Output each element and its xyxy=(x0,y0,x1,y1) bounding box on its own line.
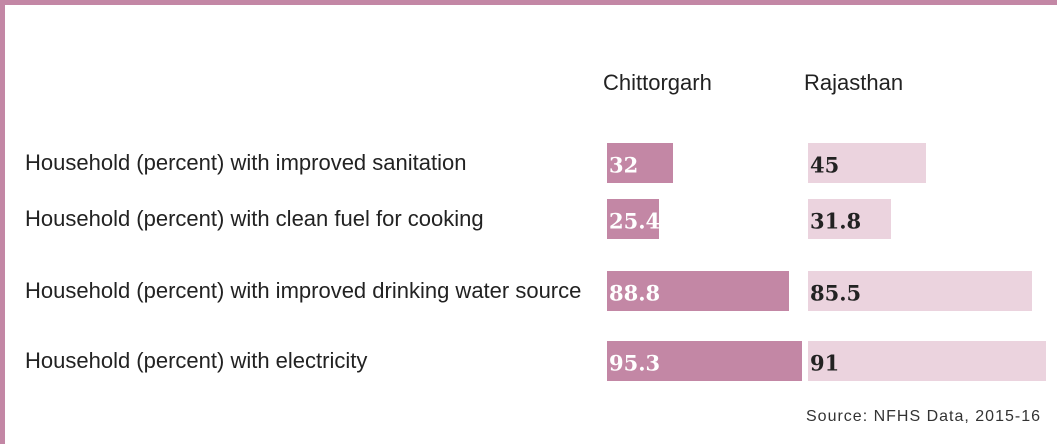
bar xyxy=(808,199,892,239)
category-label: Household (percent) with improved drinki… xyxy=(25,278,582,303)
value-label: 91 xyxy=(810,350,840,376)
value-label: 32 xyxy=(609,152,639,178)
bar xyxy=(808,271,1032,311)
value-label: 45 xyxy=(810,152,840,178)
bar xyxy=(808,143,926,183)
bar xyxy=(607,143,673,183)
value-label: 88.8 xyxy=(609,280,661,306)
value-label: 31.8 xyxy=(810,208,862,234)
series-header: Chittorgarh xyxy=(603,70,712,95)
bar xyxy=(808,341,1047,381)
bar xyxy=(607,199,660,239)
value-label: 85.5 xyxy=(810,280,862,306)
category-label: Household (percent) with electricity xyxy=(25,348,368,373)
value-label: 95.3 xyxy=(609,350,661,376)
source-note: Source: NFHS Data, 2015-16 xyxy=(806,408,1041,425)
series-header: Rajasthan xyxy=(804,70,904,95)
category-label: Household (percent) with improved sanita… xyxy=(25,150,467,175)
bar xyxy=(607,271,790,311)
category-label: Household (percent) with clean fuel for … xyxy=(25,206,484,231)
bar xyxy=(607,341,803,381)
value-label: 25.4 xyxy=(609,208,661,234)
